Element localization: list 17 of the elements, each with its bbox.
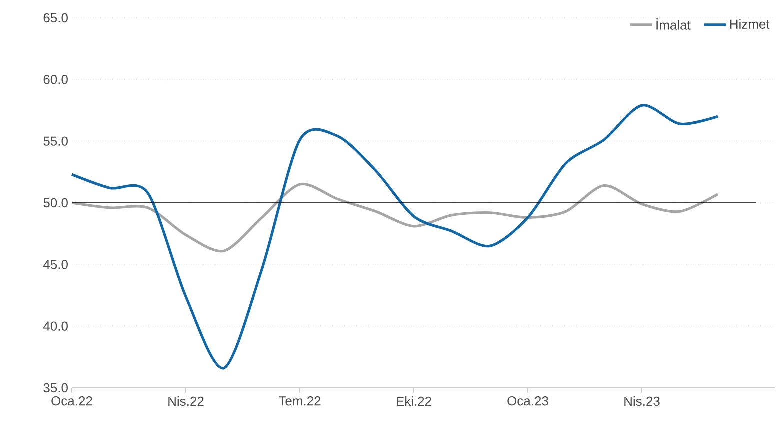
y-tick-label: 45.0 bbox=[43, 260, 68, 270]
x-tick-label: Tem.22 bbox=[278, 396, 321, 406]
x-tick-label: Oca.22 bbox=[52, 396, 92, 406]
y-tick-label: 60.0 bbox=[44, 75, 68, 84]
y-tick-label: 35.0 bbox=[44, 383, 68, 393]
line-series bbox=[70, 182, 720, 252]
y-tick-label: 55.0 bbox=[44, 136, 68, 146]
y-tick-label: 40.0 bbox=[43, 322, 68, 331]
x-tick-label: Nis.22 bbox=[168, 396, 204, 406]
x-tick-label: Eki.22 bbox=[397, 396, 432, 406]
x-tick-label: Oca.23 bbox=[508, 396, 548, 406]
x-tick-label: Nis.23 bbox=[624, 396, 660, 406]
line-series bbox=[70, 104, 720, 370]
legend-label: Hizmet bbox=[730, 19, 770, 29]
y-tick-label: 50.0 bbox=[44, 198, 68, 208]
legend-label: İmalat bbox=[656, 18, 691, 30]
y-tick-label: 65.0 bbox=[44, 13, 68, 23]
